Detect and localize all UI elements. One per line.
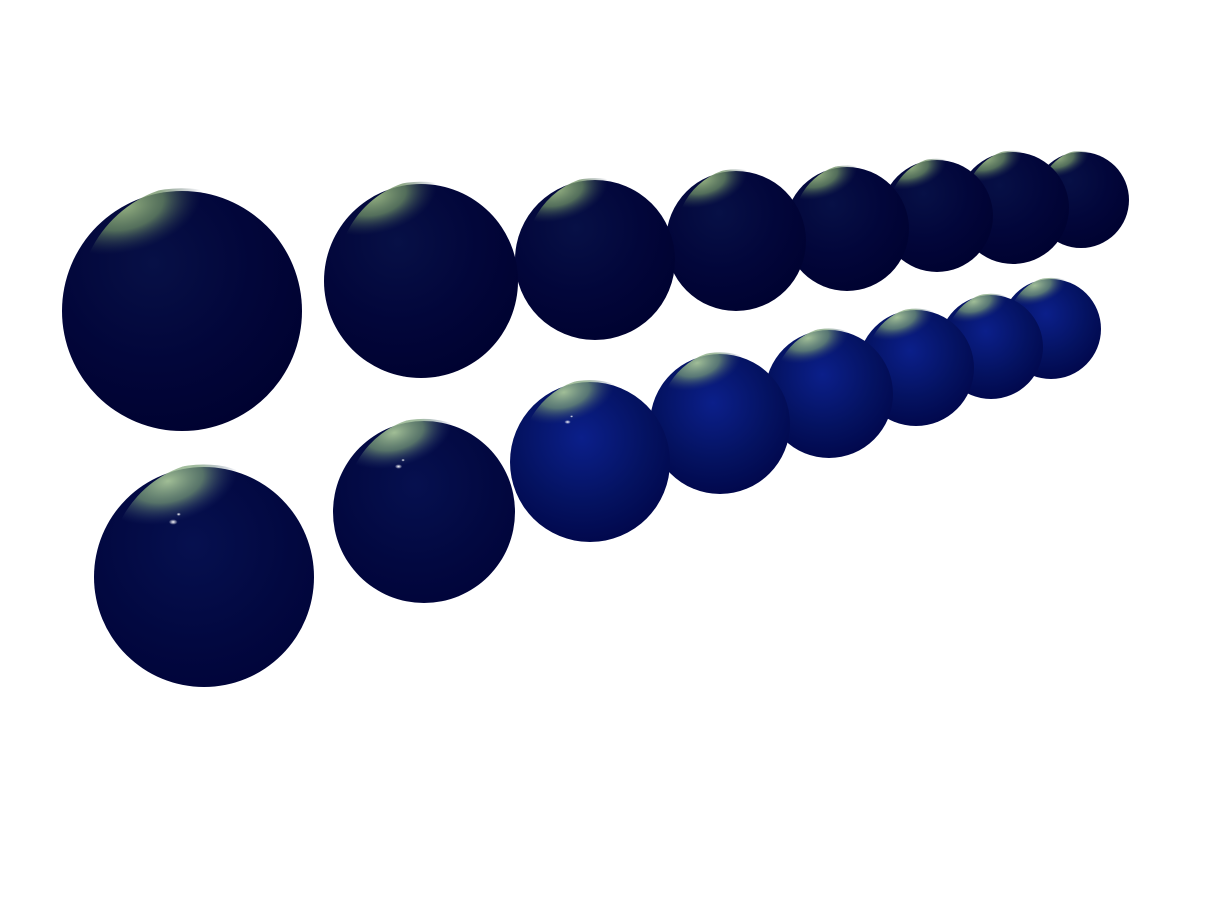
bottom-row-sphere-2 bbox=[333, 418, 515, 603]
top-row-sphere-3 bbox=[515, 178, 675, 340]
bottom-row-sphere-4 bbox=[650, 352, 790, 494]
sphere-group bbox=[62, 150, 1129, 687]
top-row-sphere-6 bbox=[881, 158, 993, 272]
bottom-row-sphere-5 bbox=[765, 328, 893, 458]
top-row-sphere-2 bbox=[324, 181, 518, 378]
top-row-sphere-5 bbox=[785, 165, 909, 291]
top-row-sphere-4 bbox=[666, 169, 806, 311]
bottom-row-sphere-1 bbox=[94, 464, 314, 687]
bottom-row-sphere-3 bbox=[510, 380, 670, 542]
top-row-sphere-1 bbox=[62, 188, 302, 431]
